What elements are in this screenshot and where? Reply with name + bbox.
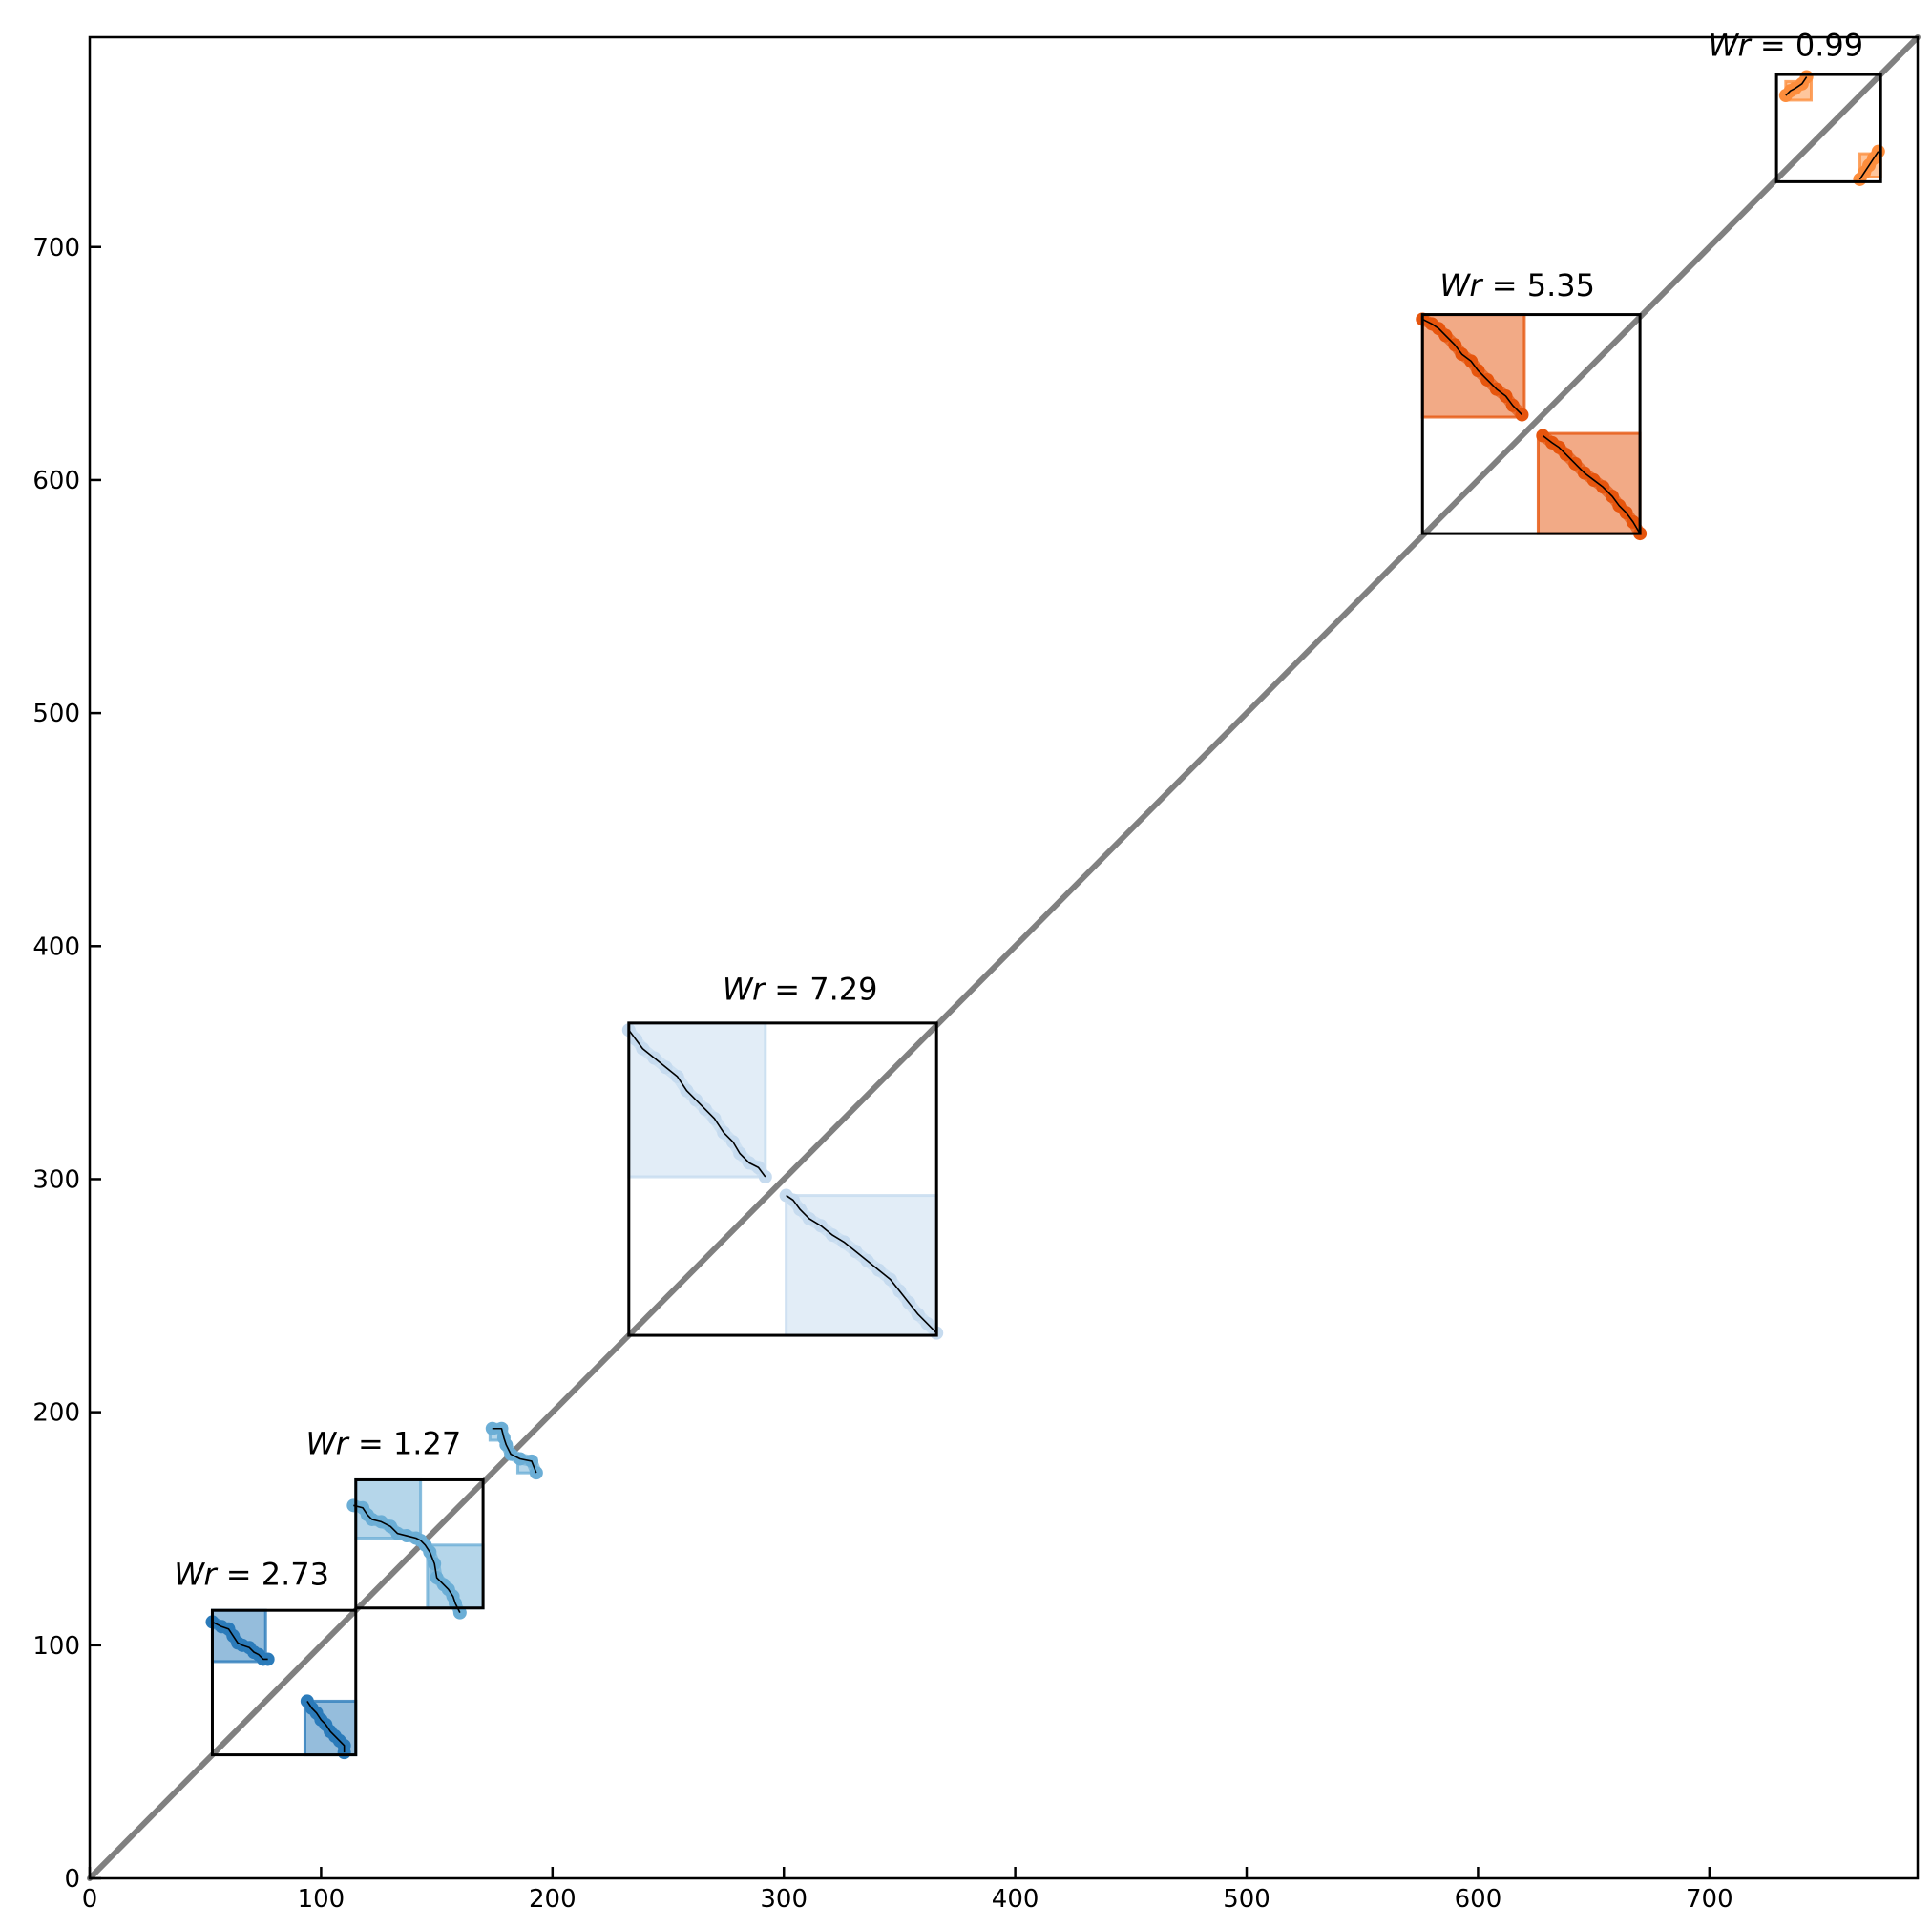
outer-boxes [210, 73, 1882, 1757]
outer-box-2 [627, 1021, 938, 1337]
y-tick-label-300: 300 [32, 1165, 80, 1194]
annotation-0-value: = 2.73 [217, 1556, 329, 1592]
annotation-3: Wr = 5.35 [1439, 267, 1595, 304]
x-tick-label-200: 200 [529, 1885, 577, 1914]
x-tick-label-700: 700 [1686, 1885, 1733, 1914]
identity-diagonal-line [87, 34, 1921, 1881]
y-tick-label-400: 400 [32, 932, 80, 961]
x-tick-label-400: 400 [992, 1885, 1040, 1914]
plot-frame [88, 35, 1920, 1880]
axis-ticks: 0 100 200 300 400 500 600 700 0 100 200 300 400 500 60… [32, 234, 1732, 1914]
annotation-4-value: = 0.99 [1751, 28, 1863, 64]
y-tick-label-0: 0 [64, 1865, 80, 1894]
annotation-1-symbol: Wr [306, 1426, 350, 1462]
series-2-line [353, 1504, 461, 1613]
annotation-4-symbol: Wr [1709, 28, 1753, 64]
annotation-0: Wr = 2.73 [174, 1556, 329, 1592]
annotation-2: Wr = 7.29 [723, 971, 878, 1007]
y-tick-label-600: 600 [32, 467, 80, 495]
x-tick-label-300: 300 [760, 1885, 808, 1914]
annotation-1-value: = 1.27 [348, 1426, 461, 1462]
outer-box-3 [1420, 313, 1642, 535]
y-tick-label-700: 700 [32, 234, 80, 262]
annotation-2-value: = 7.29 [765, 971, 877, 1007]
series-7-line [1542, 434, 1641, 534]
outer-box-4 [1774, 73, 1882, 183]
series-3-line [492, 1427, 537, 1474]
y-tick-label-500: 500 [32, 700, 80, 728]
annotation-3-symbol: Wr [1439, 267, 1483, 304]
x-tick-label-0: 0 [82, 1885, 98, 1914]
y-tick-label-200: 200 [32, 1399, 80, 1428]
annotation-0-symbol: Wr [174, 1556, 218, 1592]
annotation-1: Wr = 1.27 [306, 1426, 462, 1462]
annotation-3-value: = 5.35 [1482, 267, 1595, 304]
series-1-line [306, 1700, 346, 1753]
outer-box-1 [354, 1477, 485, 1610]
x-tick-label-500: 500 [1223, 1885, 1270, 1914]
series-6-line [1421, 318, 1523, 416]
series-0-line [212, 1621, 268, 1661]
series-5-line [786, 1194, 937, 1334]
series-9-line [1858, 151, 1880, 180]
y-tick-label-100: 100 [32, 1632, 80, 1661]
x-tick-label-100: 100 [298, 1885, 346, 1914]
x-tick-label-600: 600 [1455, 1885, 1502, 1914]
outer-box-0 [210, 1608, 358, 1757]
annotation-2-symbol: Wr [723, 971, 766, 1007]
series-8-line [1785, 76, 1808, 96]
annotation-4: Wr = 0.99 [1709, 28, 1864, 64]
series-4-line [628, 1029, 766, 1178]
